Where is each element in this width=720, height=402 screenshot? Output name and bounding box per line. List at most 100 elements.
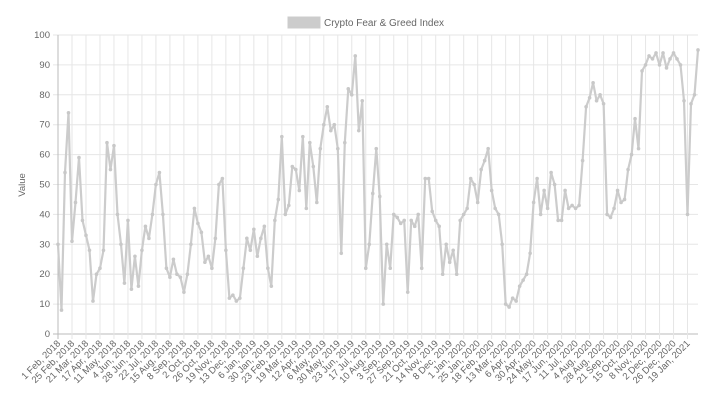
data-point[interactable]	[112, 143, 116, 148]
data-point[interactable]	[370, 191, 375, 196]
data-point[interactable]	[692, 93, 697, 97]
data-point[interactable]	[643, 63, 648, 67]
data-point[interactable]	[416, 212, 421, 217]
data-point[interactable]	[63, 170, 67, 175]
data-point[interactable]	[640, 69, 644, 73]
data-point[interactable]	[199, 230, 204, 235]
data-point[interactable]	[570, 203, 574, 208]
data-point[interactable]	[213, 236, 218, 241]
data-point[interactable]	[171, 257, 176, 262]
data-point[interactable]	[678, 63, 683, 67]
data-point[interactable]	[479, 167, 483, 172]
data-point[interactable]	[328, 128, 333, 133]
data-point[interactable]	[402, 218, 407, 223]
data-point[interactable]	[318, 146, 323, 151]
data-point[interactable]	[668, 57, 672, 61]
data-point[interactable]	[360, 98, 365, 103]
data-point[interactable]	[262, 224, 267, 229]
data-point[interactable]	[231, 293, 235, 297]
data-point[interactable]	[154, 182, 158, 187]
data-point[interactable]	[619, 200, 623, 205]
data-point[interactable]	[98, 266, 102, 271]
data-point[interactable]	[332, 122, 337, 127]
data-point[interactable]	[115, 212, 120, 217]
data-point[interactable]	[580, 158, 585, 163]
data-point[interactable]	[664, 66, 669, 70]
data-point[interactable]	[91, 299, 95, 303]
data-point[interactable]	[255, 254, 260, 259]
data-point[interactable]	[594, 98, 599, 103]
data-point[interactable]	[56, 242, 60, 247]
data-point[interactable]	[367, 242, 372, 247]
data-point[interactable]	[524, 272, 529, 277]
data-point[interactable]	[507, 305, 511, 309]
data-point[interactable]	[577, 203, 581, 208]
data-point[interactable]	[454, 272, 459, 277]
data-point[interactable]	[682, 98, 686, 103]
data-point[interactable]	[535, 176, 539, 181]
data-point[interactable]	[433, 218, 438, 223]
data-point[interactable]	[654, 51, 658, 55]
data-point[interactable]	[143, 224, 148, 229]
data-point[interactable]	[465, 206, 469, 211]
data-point[interactable]	[94, 272, 99, 277]
data-point[interactable]	[605, 212, 609, 217]
data-point[interactable]	[461, 212, 466, 217]
data-point[interactable]	[164, 266, 169, 271]
data-point[interactable]	[608, 215, 613, 220]
data-point[interactable]	[409, 218, 414, 223]
data-point[interactable]	[297, 188, 302, 193]
data-point[interactable]	[458, 218, 462, 223]
data-point[interactable]	[531, 200, 536, 205]
data-point[interactable]	[140, 248, 144, 253]
data-point[interactable]	[391, 212, 396, 217]
data-point[interactable]	[259, 236, 263, 241]
data-point[interactable]	[126, 218, 130, 223]
data-point[interactable]	[615, 188, 620, 193]
data-point[interactable]	[489, 188, 494, 193]
data-point[interactable]	[325, 104, 330, 109]
data-point[interactable]	[136, 284, 141, 288]
data-point[interactable]	[339, 251, 344, 256]
data-point[interactable]	[528, 251, 532, 256]
data-point[interactable]	[556, 218, 560, 223]
data-point[interactable]	[175, 272, 179, 277]
data-point[interactable]	[66, 110, 71, 115]
data-point[interactable]	[689, 101, 693, 106]
data-point[interactable]	[248, 248, 253, 253]
data-point[interactable]	[196, 221, 200, 226]
data-point[interactable]	[650, 57, 655, 61]
data-point[interactable]	[227, 296, 232, 300]
data-point[interactable]	[377, 194, 382, 199]
data-point[interactable]	[70, 239, 74, 244]
data-point[interactable]	[510, 296, 515, 300]
data-point[interactable]	[342, 140, 347, 145]
data-point[interactable]	[77, 155, 81, 160]
data-point[interactable]	[105, 140, 109, 145]
data-point[interactable]	[419, 266, 424, 271]
data-point[interactable]	[598, 93, 602, 97]
data-point[interactable]	[311, 164, 316, 169]
data-point[interactable]	[206, 254, 211, 259]
data-point[interactable]	[447, 260, 452, 265]
data-point[interactable]	[147, 236, 151, 241]
data-point[interactable]	[356, 128, 361, 133]
data-point[interactable]	[549, 170, 553, 175]
data-point[interactable]	[84, 233, 88, 238]
data-point[interactable]	[210, 266, 214, 271]
data-point[interactable]	[346, 87, 351, 91]
data-point[interactable]	[426, 176, 431, 181]
data-point[interactable]	[363, 266, 368, 271]
data-point[interactable]	[273, 218, 277, 223]
data-point[interactable]	[405, 290, 410, 294]
data-point[interactable]	[294, 167, 298, 172]
data-point[interactable]	[276, 197, 281, 202]
data-point[interactable]	[161, 212, 165, 217]
legend[interactable]: Crypto Fear & Greed Index	[287, 16, 444, 29]
data-point[interactable]	[335, 146, 340, 151]
data-point[interactable]	[675, 57, 679, 61]
data-point[interactable]	[514, 299, 518, 303]
data-point[interactable]	[220, 176, 225, 181]
data-point[interactable]	[321, 122, 326, 127]
data-point[interactable]	[538, 212, 543, 217]
